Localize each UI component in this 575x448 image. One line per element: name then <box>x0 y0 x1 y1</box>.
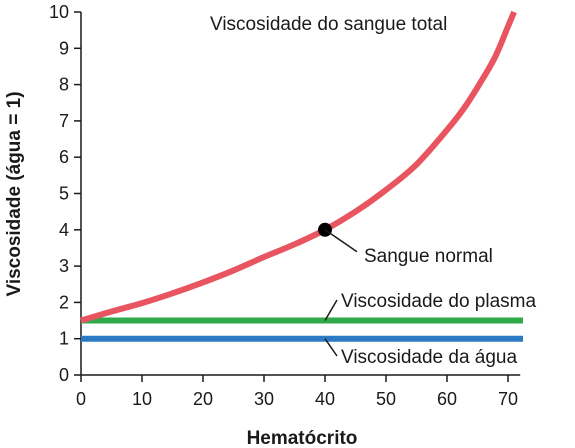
x-tick-label: 0 <box>76 389 86 409</box>
point-leader-line <box>324 229 358 253</box>
y-tick-label: 7 <box>59 111 69 131</box>
y-tick-label: 3 <box>59 256 69 276</box>
annotations: Viscosidade do sangue total Sangue norma… <box>210 14 536 368</box>
y-tick-label: 1 <box>59 329 69 349</box>
x-tick-label: 20 <box>193 389 213 409</box>
x-tick-label: 30 <box>254 389 274 409</box>
series-layer <box>80 10 523 342</box>
point-label-normal-blood: Sangue normal <box>364 246 493 267</box>
y-ticks: 0 1 2 3 4 5 6 7 8 9 10 <box>49 2 81 385</box>
y-tick-label: 10 <box>49 2 69 22</box>
y-tick-label: 9 <box>59 38 69 58</box>
y-tick-label: 8 <box>59 75 69 95</box>
y-axis-title: Viscosidade (água = 1) <box>4 91 25 296</box>
x-tick-label: 40 <box>315 389 335 409</box>
y-tick-label: 5 <box>59 184 69 204</box>
series-label-whole-blood: Viscosidade do sangue total <box>210 14 447 35</box>
x-ticks: 0 10 20 30 40 50 60 70 <box>76 375 518 409</box>
series-label-plasma: Viscosidade do plasma <box>341 291 536 312</box>
x-tick-label: 50 <box>376 389 396 409</box>
x-tick-label: 10 <box>132 389 152 409</box>
plasma-leader-line <box>324 299 338 321</box>
y-tick-label: 0 <box>59 365 69 385</box>
y-tick-label: 2 <box>59 292 69 312</box>
y-tick-label: 4 <box>59 220 69 240</box>
series-label-water: Viscosidade da água <box>341 347 517 368</box>
whole-blood-viscosity-line <box>80 10 517 324</box>
water-leader-line <box>324 338 338 357</box>
x-tick-label: 70 <box>498 389 518 409</box>
x-tick-label: 60 <box>437 389 457 409</box>
y-tick-label: 6 <box>59 147 69 167</box>
x-axis-title: Hematócrito <box>247 428 358 448</box>
